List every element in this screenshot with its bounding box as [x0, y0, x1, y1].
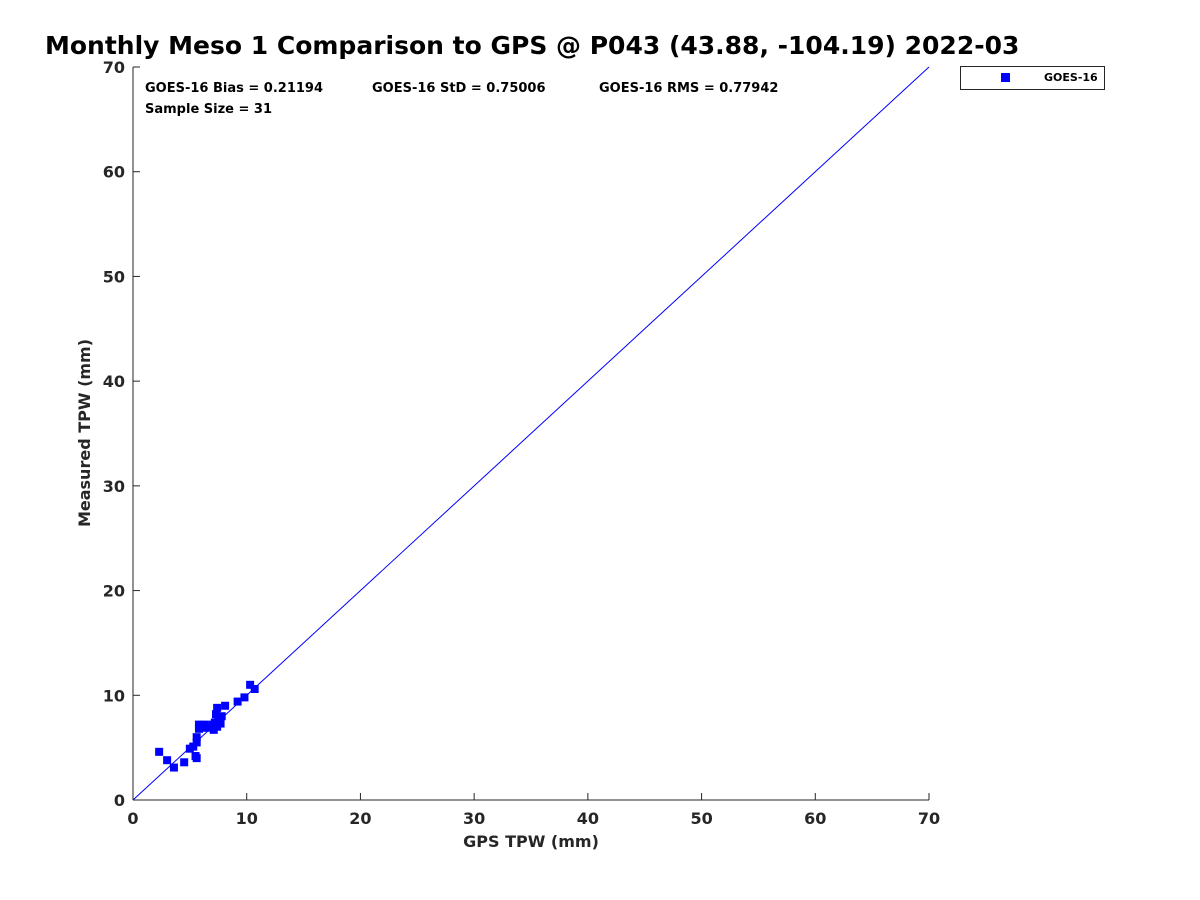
chart-title: Monthly Meso 1 Comparison to GPS @ P043 …	[45, 31, 1019, 60]
data-point	[189, 742, 198, 751]
plot-axes	[132, 67, 929, 801]
x-axis-label: GPS TPW (mm)	[463, 832, 599, 851]
sample-size-stat: Sample Size = 31	[145, 102, 272, 117]
y-tick-label: 40	[103, 372, 125, 391]
data-point	[163, 756, 172, 765]
y-tick-label: 30	[103, 477, 125, 496]
data-point	[213, 703, 222, 712]
legend-marker	[1001, 73, 1010, 82]
x-tick-label: 60	[804, 809, 826, 828]
x-tick-label: 10	[236, 809, 258, 828]
data-point	[246, 680, 255, 689]
y-tick-label: 50	[103, 267, 125, 286]
x-tick-label: 50	[690, 809, 712, 828]
data-point	[192, 733, 201, 742]
rms-stat: GOES-16 RMS = 0.77942	[599, 81, 778, 96]
y-tick-label: 0	[114, 791, 125, 810]
bias-stat: GOES-16 Bias = 0.21194	[145, 81, 323, 96]
y-tick-label: 60	[103, 163, 125, 182]
y-tick-label: 10	[103, 686, 125, 705]
data-point	[240, 693, 249, 702]
x-tick-label: 40	[577, 809, 599, 828]
data-point	[217, 712, 226, 721]
y-axis-label: Measured TPW (mm)	[75, 339, 94, 527]
data-point	[169, 763, 178, 772]
one-to-one-line	[132, 66, 930, 801]
data-point	[216, 719, 225, 728]
legend-box	[960, 66, 1105, 90]
data-point	[250, 685, 259, 694]
data-point	[192, 738, 201, 747]
x-tick-label: 0	[127, 809, 138, 828]
x-tick-label: 30	[463, 809, 485, 828]
x-tick-label: 70	[918, 809, 940, 828]
data-point	[212, 710, 221, 719]
legend-label: GOES-16	[1044, 71, 1098, 84]
legend: GOES-16	[960, 66, 1105, 90]
data-point	[192, 754, 201, 763]
data-point	[155, 747, 164, 756]
x-tick-label: 20	[349, 809, 371, 828]
data-point	[180, 758, 189, 767]
std-stat: GOES-16 StD = 0.75006	[372, 81, 546, 96]
y-ticks: 0 10 20 30 40 50 60 70	[103, 58, 140, 810]
data-points	[155, 680, 259, 772]
data-point	[233, 697, 242, 706]
x-ticks: 0 10 20 30 40 50 60 70	[127, 793, 940, 828]
data-point	[221, 701, 230, 710]
reference-line-layer	[132, 66, 930, 801]
y-tick-label: 20	[103, 582, 125, 601]
y-tick-label: 70	[103, 58, 125, 77]
